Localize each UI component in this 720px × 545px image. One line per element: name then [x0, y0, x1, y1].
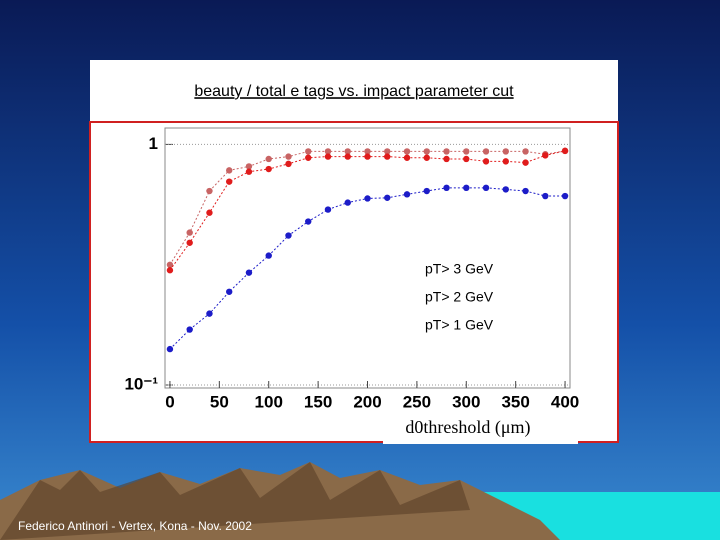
x-tick-label: 150 — [304, 392, 332, 411]
data-point — [324, 148, 332, 155]
data-point — [542, 192, 549, 200]
data-point — [226, 178, 233, 185]
data-point — [384, 148, 391, 155]
x-tick-label: 200 — [353, 392, 381, 411]
data-point — [522, 148, 529, 155]
data-point — [305, 154, 312, 161]
data-point — [443, 148, 450, 155]
data-point — [245, 163, 253, 170]
legend-entry: pT> 1 GeV — [425, 317, 494, 333]
x-tick-label: 50 — [210, 392, 229, 411]
data-point — [324, 153, 332, 160]
data-point — [443, 155, 450, 163]
data-point — [463, 148, 470, 155]
data-point — [482, 158, 490, 165]
data-point — [206, 187, 213, 195]
y-tick-label: 10⁻¹ — [124, 374, 158, 393]
data-point — [265, 165, 272, 173]
x-tick-label: 400 — [551, 392, 579, 411]
data-point — [443, 184, 450, 192]
data-point — [502, 186, 509, 193]
data-point — [305, 218, 312, 225]
data-point — [423, 187, 430, 195]
data-point — [245, 168, 253, 175]
chart-title: beauty / total e tags vs. impact paramet… — [194, 83, 514, 100]
data-point — [384, 194, 391, 201]
data-point — [423, 154, 430, 161]
data-point — [344, 199, 351, 206]
data-point — [226, 288, 233, 295]
x-tick-label: 0 — [165, 392, 174, 411]
data-point — [364, 148, 371, 155]
data-point — [463, 155, 470, 163]
data-point — [206, 310, 213, 317]
x-tick-label: 250 — [403, 392, 431, 411]
data-point — [344, 148, 351, 155]
data-point — [403, 148, 411, 155]
data-point — [542, 152, 549, 159]
data-point — [285, 160, 292, 168]
data-point — [186, 229, 193, 236]
data-point — [245, 269, 253, 276]
data-point — [285, 153, 292, 160]
data-point — [305, 148, 312, 155]
mountain-shade — [0, 462, 470, 540]
data-point — [482, 184, 490, 192]
title-panel — [90, 60, 618, 122]
data-point — [561, 147, 569, 155]
x-tick-label: 300 — [452, 392, 480, 411]
x-tick-label: 100 — [255, 392, 283, 411]
data-point — [285, 232, 292, 239]
data-point — [423, 148, 430, 155]
data-point — [522, 187, 529, 195]
data-point — [186, 239, 193, 246]
chart-panel — [89, 121, 619, 443]
data-point — [522, 159, 529, 166]
data-point — [324, 206, 332, 213]
data-point — [502, 158, 509, 165]
data-point — [502, 148, 509, 155]
data-point — [226, 167, 233, 174]
data-point — [364, 153, 371, 160]
data-point — [403, 191, 411, 198]
x-tick-label: 350 — [501, 392, 529, 411]
y-tick-label: 1 — [149, 134, 158, 153]
data-point — [265, 252, 272, 259]
data-point — [344, 153, 351, 160]
data-point — [561, 192, 569, 200]
footer: Federico Antinori - Vertex, Kona - Nov. … — [18, 519, 252, 533]
legend-entry: pT> 3 GeV — [425, 261, 494, 277]
data-point — [166, 267, 174, 274]
data-point — [364, 195, 371, 202]
data-point — [463, 184, 470, 192]
data-point — [265, 155, 272, 163]
x-label-box — [383, 414, 578, 444]
data-point — [482, 148, 490, 155]
data-point — [186, 326, 193, 333]
data-point — [403, 154, 411, 161]
data-point — [384, 153, 391, 160]
x-axis-label: d0threshold (μm) — [405, 417, 530, 438]
data-point — [206, 209, 213, 216]
data-point — [166, 345, 174, 353]
data-point — [166, 261, 174, 268]
legend-entry: pT> 2 GeV — [425, 289, 494, 305]
